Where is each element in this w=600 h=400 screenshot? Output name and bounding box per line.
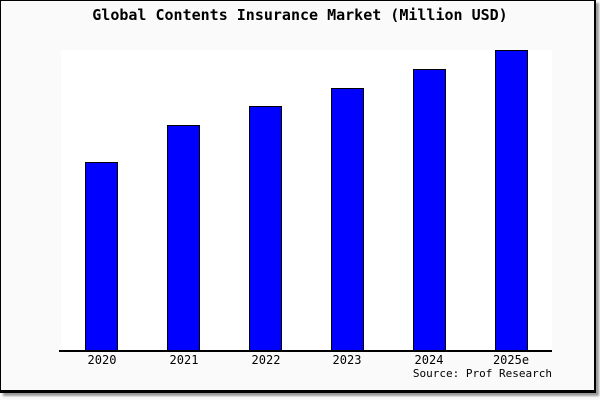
chart-title: Global Contents Insurance Market (Millio…	[92, 6, 508, 24]
x-axis-line	[59, 350, 552, 352]
x-tick-label-2024: 2024	[414, 353, 444, 367]
x-tick-label-2025e: 2025e	[492, 353, 530, 367]
x-tick-label-2023: 2023	[332, 353, 362, 367]
bar-2020	[85, 162, 118, 350]
x-tick-label-2020: 2020	[87, 353, 117, 367]
bar-2022	[249, 106, 282, 350]
bar-2024	[413, 69, 446, 350]
bar-2023	[331, 88, 364, 350]
bar-2021	[167, 125, 200, 350]
bar-2025e	[495, 50, 528, 350]
plot-area	[61, 50, 552, 350]
x-tick-label-2021: 2021	[169, 353, 199, 367]
x-tick-label-2022: 2022	[251, 353, 281, 367]
source-credit: Source: Prof Research	[412, 367, 552, 380]
